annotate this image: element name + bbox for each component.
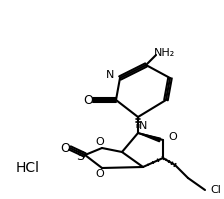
Text: NH₂: NH₂ xyxy=(154,48,175,58)
Text: S: S xyxy=(76,150,84,164)
Text: O: O xyxy=(96,169,104,179)
Text: O: O xyxy=(83,94,93,106)
Text: N: N xyxy=(139,121,147,131)
Text: HCl: HCl xyxy=(16,161,40,175)
Text: Cl: Cl xyxy=(210,185,221,195)
Text: N: N xyxy=(106,70,114,80)
Polygon shape xyxy=(138,133,161,142)
Text: O: O xyxy=(168,132,177,142)
Text: O: O xyxy=(96,137,104,147)
Text: O: O xyxy=(60,141,70,154)
